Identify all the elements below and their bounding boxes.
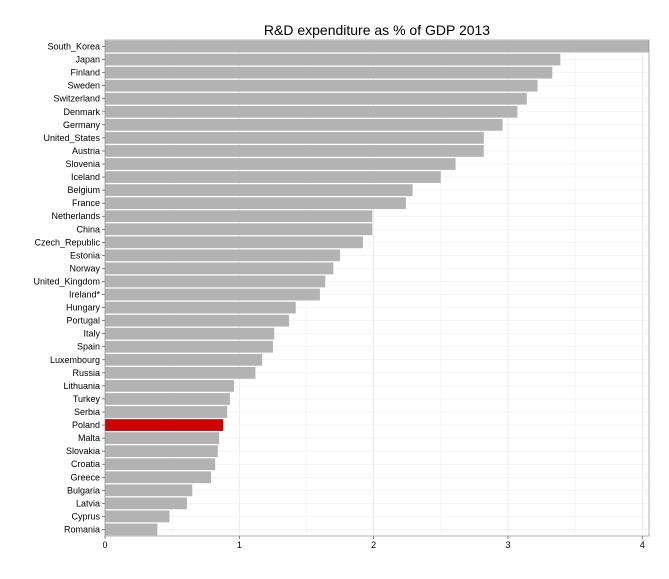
y-tick-label: Lithuania [63,381,100,391]
bar-japan [105,53,561,66]
y-tick-label: Sweden [67,81,100,91]
y-tick-label: South_Korea [47,42,100,52]
bar-denmark [105,105,518,118]
y-tick-label: Spain [77,342,100,352]
bar-sweden [105,79,538,92]
bar-iceland [105,171,441,183]
bar-switzerland [105,92,527,105]
bar-russia [105,366,256,379]
y-tick-label: Germany [63,120,101,130]
x-tick-label: 4 [640,540,645,550]
y-tick-label: United_States [43,133,100,143]
y-tick-label: Switzerland [53,94,100,104]
y-tick-label: Bulgaria [67,485,100,495]
bar-germany [105,118,503,131]
y-tick-label: Russia [72,368,100,378]
y-axis-labels: South_Korea Japan Finland Sweden Switzerland… [33,42,105,534]
bar-china [105,223,373,236]
x-tick-label: 2 [371,540,376,550]
y-tick-label: Slovakia [66,446,100,456]
y-tick-label: Poland [72,420,100,430]
bar-estonia [105,249,341,262]
bar-hungary [105,301,296,314]
y-tick-label: France [72,198,100,208]
bar-belgium [105,184,413,196]
bar-united-states [105,132,484,144]
bar-france [105,197,406,210]
chart-title: R&D expenditure as % of GDP 2013 [264,22,490,38]
y-tick-label: Ireland* [69,290,101,300]
bar-croatia [105,458,216,471]
bar-bulgaria [105,484,193,497]
y-tick-label: Italy [83,329,100,339]
bar-romania [105,523,158,536]
y-tick-label: Czech_Republic [34,237,100,247]
y-tick-label: Greece [70,472,100,482]
bar-finland [105,66,553,79]
bar-slovenia [105,158,456,170]
y-tick-label: Austria [72,146,100,156]
x-axis: 0 1 2 3 4 [102,39,650,550]
x-tick-label: 3 [505,540,510,550]
bar-spain [105,340,273,353]
bar-czech-republic [105,236,363,249]
y-tick-label: Serbia [74,407,100,417]
y-tick-label: United_Kingdom [33,276,100,286]
bar-ireland- [105,288,320,301]
y-tick-label: Latvia [76,498,100,508]
y-tick-label: Turkey [73,394,101,404]
x-tick-label: 0 [102,540,107,550]
bar-turkey [105,393,230,405]
y-tick-label: Malta [78,433,100,443]
y-tick-label: Croatia [71,459,100,469]
y-tick-label: Portugal [66,316,100,326]
plot-border [104,39,650,537]
bar-lithuania [105,380,234,392]
y-tick-label: Japan [75,55,100,65]
bar-cyprus [105,510,170,523]
bar-malta [105,432,220,444]
bar-portugal [105,314,290,327]
y-tick-label: Romania [64,524,100,534]
bar-south-korea [105,40,649,53]
bar-latvia [105,497,187,510]
y-tick-label: Hungary [66,303,101,313]
y-tick-label: Norway [69,263,100,273]
y-tick-label: Cyprus [71,511,100,521]
bar-united-kingdom [105,275,326,288]
y-tick-label: Estonia [70,250,100,260]
y-tick-label: Denmark [63,107,100,117]
y-tick-label: Finland [70,68,100,78]
x-tick-label: 1 [237,540,242,550]
y-tick-label: Slovenia [65,159,100,169]
y-tick-label: Iceland [71,172,100,182]
bar-norway [105,262,334,275]
bar-austria [105,145,484,157]
y-tick-label: Netherlands [51,211,100,221]
bar-poland [105,419,224,431]
bar-serbia [105,406,228,418]
y-tick-label: Belgium [67,185,100,195]
bar-slovakia [105,445,218,458]
y-tick-label: China [76,224,100,234]
bar-netherlands [105,210,373,223]
bar-greece [105,471,212,484]
bar-luxembourg [105,353,263,366]
bar-italy [105,327,275,340]
bars [105,40,649,536]
y-tick-label: Luxembourg [50,355,100,365]
